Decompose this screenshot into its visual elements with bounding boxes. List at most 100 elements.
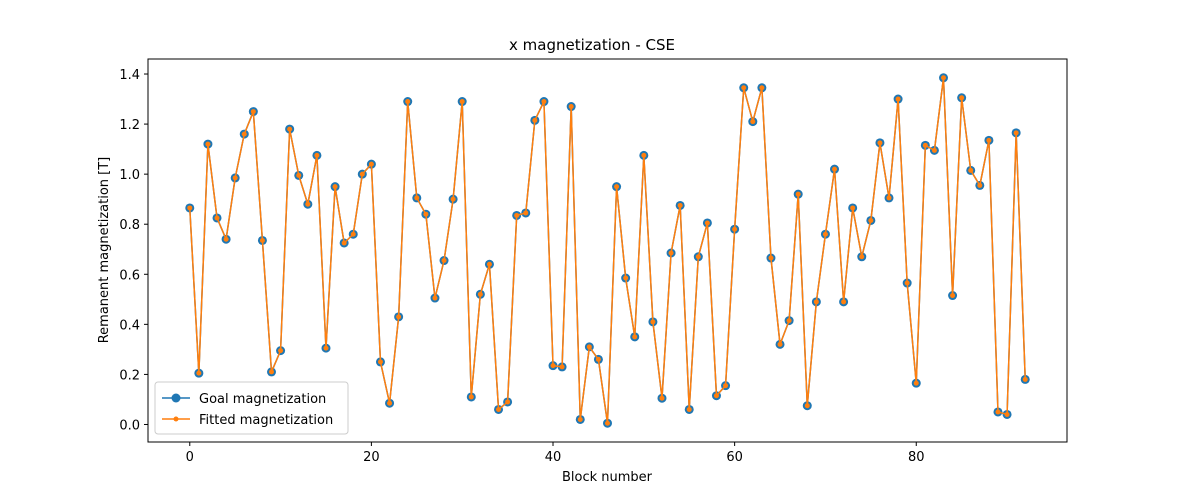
data-point-fitted (278, 348, 284, 354)
data-point-fitted (732, 226, 738, 232)
data-point-fitted (632, 334, 638, 340)
data-point-fitted (287, 126, 293, 132)
data-point-fitted (695, 254, 701, 260)
data-point-fitted (895, 96, 901, 102)
data-point-fitted (950, 293, 956, 299)
data-point-fitted (450, 196, 456, 202)
y-tick-label: 0.6 (119, 268, 140, 283)
x-tick-label: 60 (726, 450, 743, 465)
data-point-fitted (559, 364, 565, 370)
data-point-fitted (550, 363, 556, 369)
data-point-fitted (868, 217, 874, 223)
data-point-fitted (414, 195, 420, 201)
data-point-fitted (323, 345, 329, 351)
data-point-fitted (341, 240, 347, 246)
x-tick-label: 0 (186, 450, 194, 465)
x-tick-label: 80 (908, 450, 925, 465)
legend-marker-goal (171, 393, 181, 403)
data-point-fitted (214, 215, 220, 221)
legend-marker-fitted (173, 416, 179, 422)
data-point-fitted (196, 370, 202, 376)
data-point-fitted (795, 191, 801, 197)
y-tick-label: 0.2 (119, 368, 140, 383)
data-point-fitted (886, 195, 892, 201)
plot-area (147, 58, 1068, 443)
data-point-fitted (541, 99, 547, 105)
data-point-fitted (514, 212, 520, 218)
data-point-fitted (441, 258, 447, 264)
data-point-fitted (877, 140, 883, 146)
data-point-fitted (259, 237, 265, 243)
data-point-fitted (1004, 411, 1010, 417)
y-axis-label: Remanent magnetization [T] (97, 157, 112, 344)
y-axis: 0.0 0.2 0.4 0.6 0.8 1.0 1.2 1.4 (119, 68, 148, 433)
legend-label-fitted: Fitted magnetization (199, 413, 333, 428)
y-tick-label: 1.4 (119, 68, 140, 83)
x-axis: 0 20 40 60 80 (186, 442, 925, 465)
data-point-fitted (586, 344, 592, 350)
data-point-fitted (959, 95, 965, 101)
data-point-fitted (187, 205, 193, 211)
data-point-fitted (1013, 130, 1019, 136)
data-point-fitted (568, 104, 574, 110)
data-point-fitted (968, 167, 974, 173)
data-point-fitted (223, 236, 229, 242)
data-point-fitted (368, 161, 374, 167)
data-point-fitted (623, 275, 629, 281)
x-tick-label: 40 (545, 450, 562, 465)
data-point-fitted (523, 210, 529, 216)
data-point-fitted (741, 85, 747, 91)
data-point-fitted (659, 395, 665, 401)
data-point-fitted (241, 131, 247, 137)
data-point-fitted (650, 319, 656, 325)
data-point-fitted (387, 400, 393, 406)
data-point-fitted (332, 184, 338, 190)
series-layer (185, 73, 1030, 428)
legend-label-goal: Goal magnetization (199, 392, 326, 407)
data-point-fitted (377, 359, 383, 365)
data-point-fitted (577, 416, 583, 422)
data-point-fitted (841, 299, 847, 305)
data-point-fitted (496, 406, 502, 412)
data-point-fitted (686, 406, 692, 412)
data-point-fitted (269, 369, 274, 375)
data-point-fitted (614, 184, 620, 190)
data-point-fitted (713, 393, 719, 399)
data-point-fitted (804, 403, 810, 409)
x-tick-label: 20 (363, 450, 380, 465)
data-point-fitted (777, 341, 783, 347)
data-point-fitted (977, 182, 983, 188)
y-tick-label: 1.2 (119, 118, 140, 133)
data-point-fitted (350, 231, 356, 237)
legend-box (154, 381, 349, 435)
data-point-fitted (477, 291, 483, 297)
data-point-fitted (995, 409, 1001, 415)
plot-frame (147, 58, 1068, 443)
data-point-fitted (595, 356, 601, 362)
y-tick-label: 1.0 (119, 168, 140, 183)
data-point-fitted (723, 383, 729, 389)
data-point-fitted (832, 166, 838, 172)
data-point-fitted (904, 280, 910, 286)
data-point-fitted (432, 295, 438, 301)
data-point-fitted (232, 175, 238, 181)
data-point-fitted (486, 261, 492, 267)
data-point-fitted (1022, 376, 1028, 382)
data-point-fitted (396, 314, 402, 320)
data-point-fitted (305, 201, 311, 207)
data-point-fitted (205, 141, 211, 147)
data-point-fitted (641, 152, 647, 158)
chart-title: x magnetization - CSE (509, 36, 675, 54)
data-point-fitted (850, 205, 856, 211)
data-point-fitted (250, 109, 256, 115)
data-point-fitted (505, 399, 511, 405)
data-point-fitted (913, 380, 919, 386)
data-point-fitted (314, 152, 320, 158)
data-point-fitted (677, 202, 683, 208)
data-point-fitted (423, 211, 429, 217)
data-point-fitted (931, 147, 937, 153)
data-point-fitted (704, 220, 710, 226)
data-point-fitted (405, 99, 411, 105)
series-line-fitted (189, 77, 1026, 424)
legend: Goal magnetization Fitted magnetization (154, 381, 349, 435)
